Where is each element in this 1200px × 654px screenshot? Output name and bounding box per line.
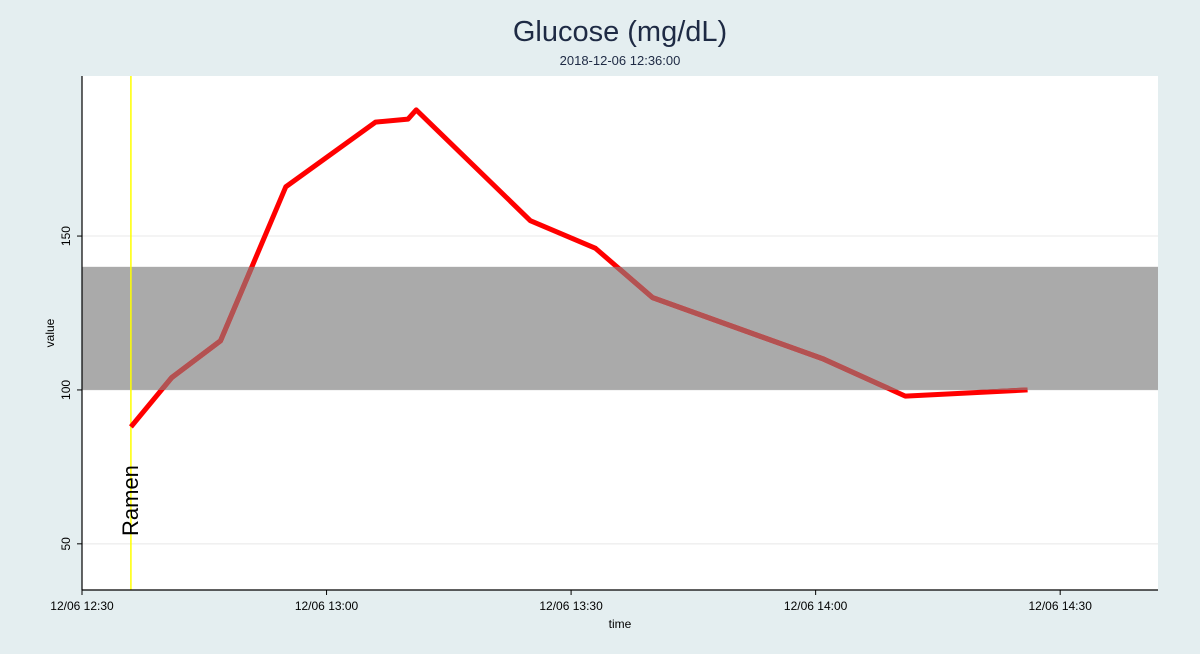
chart-subtitle: 2018-12-06 12:36:00 [559,53,681,68]
y-tick-label: 150 [59,226,73,246]
target-range-band [82,266,1158,390]
x-tick-label: 12/06 13:00 [295,599,359,613]
x-tick-label: 12/06 14:30 [1028,599,1092,613]
y-tick-label: 100 [59,380,73,400]
y-tick-label: 50 [59,537,73,551]
x-tick-label: 12/06 13:30 [539,599,603,613]
x-tick-label: 12/06 12:30 [50,599,114,613]
series-layer [128,107,1028,429]
x-axis-ticks: 12/06 12:30 12/06 13:00 12/06 13:30 12/06 1… [50,590,1092,613]
y-axis-ticks: 50 100 150 [59,226,82,551]
y-axis-label: value [43,318,57,347]
series-line-in-range [158,266,1028,390]
x-tick-label: 12/06 14:00 [784,599,848,613]
annotation-label: Ramen [118,465,143,536]
x-axis-label: time [609,617,632,631]
chart-title: Glucose (mg/dL) [512,16,728,48]
